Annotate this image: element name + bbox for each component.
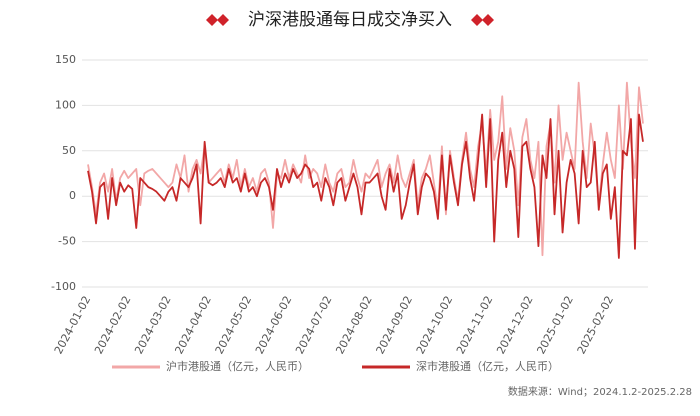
x-tick-label: 2024-11-02 — [454, 294, 495, 357]
x-tick-label: 2024-05-02 — [213, 294, 254, 357]
series-line — [87, 113, 644, 259]
y-tick-label: 50 — [62, 144, 76, 157]
x-tick-label: 2024-06-02 — [253, 294, 294, 357]
x-tick-label: 2025-01-02 — [534, 294, 575, 357]
title-decoration — [206, 14, 494, 26]
y-tick-label: -50 — [58, 235, 76, 248]
x-tick-label: 2024-12-02 — [494, 294, 535, 357]
source-note: 数据来源：Wind；2024.1.2-2025.2.28 — [508, 385, 692, 398]
x-tick-label: 2024-04-02 — [172, 294, 213, 357]
y-tick-label: 100 — [55, 98, 76, 111]
x-tick-label: 2024-03-02 — [132, 294, 173, 357]
chart-title: 沪深港股通每日成交净买入 — [248, 10, 452, 30]
legend-label: 深市港股通（亿元，人民币） — [416, 359, 559, 373]
x-tick-label: 2024-01-02 — [52, 294, 93, 357]
x-tick-label: 2024-09-02 — [374, 294, 415, 357]
x-tick-label: 2024-10-02 — [414, 294, 455, 357]
y-tick-label: -100 — [51, 280, 76, 293]
y-tick-label: 150 — [55, 53, 76, 66]
legend-label: 沪市港股通（亿元，人民币） — [166, 359, 309, 373]
x-tick-label: 2024-07-02 — [293, 294, 334, 357]
x-tick-label: 2024-02-02 — [92, 294, 133, 357]
x-tick-label: 2025-02-02 — [575, 294, 616, 357]
y-tick-label: 0 — [69, 189, 76, 202]
x-tick-label: 2024-08-02 — [333, 294, 374, 357]
